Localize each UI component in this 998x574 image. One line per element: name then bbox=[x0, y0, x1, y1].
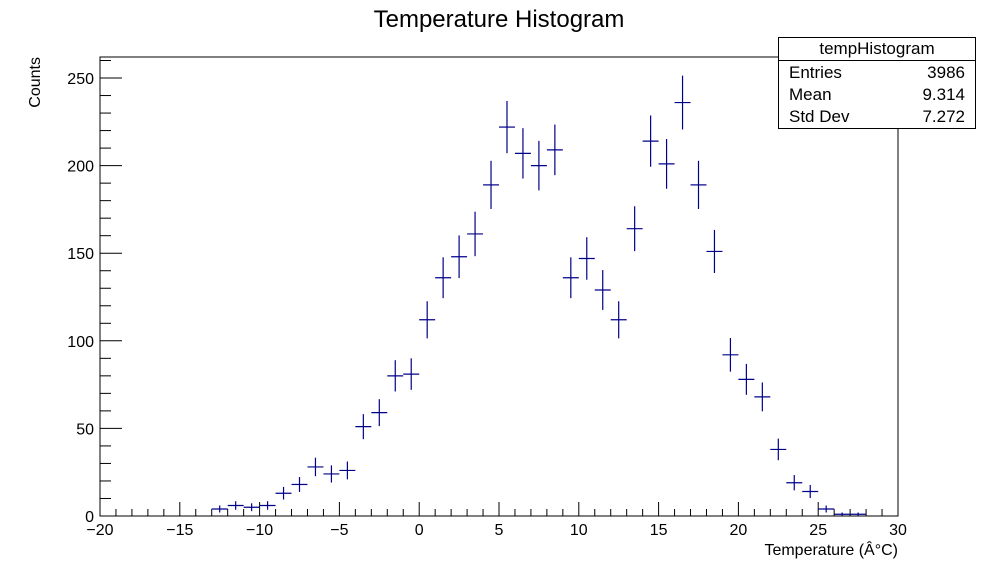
data-point bbox=[722, 338, 739, 372]
data-point bbox=[435, 257, 452, 299]
data-point bbox=[770, 438, 787, 461]
y-tick-label: 100 bbox=[67, 334, 94, 351]
data-point bbox=[419, 301, 436, 339]
data-point bbox=[786, 475, 803, 491]
data-point bbox=[610, 301, 627, 339]
data-point bbox=[706, 229, 723, 273]
data-point bbox=[259, 501, 276, 510]
y-tick-label: 0 bbox=[85, 509, 94, 526]
data-point bbox=[658, 139, 675, 189]
x-tick-label: 15 bbox=[650, 522, 668, 539]
data-point bbox=[834, 512, 851, 516]
x-tick-label: 0 bbox=[415, 522, 424, 539]
stats-row-stddev: Std Dev 7.272 bbox=[779, 105, 975, 127]
stats-value: 3986 bbox=[927, 63, 965, 82]
data-point bbox=[578, 237, 595, 280]
x-axis-label: Temperature (Â°C) bbox=[764, 540, 898, 559]
data-point bbox=[499, 100, 515, 154]
data-point bbox=[483, 160, 499, 209]
data-points bbox=[211, 75, 867, 516]
stats-box: tempHistogram Entries 3986 Mean 9.314 St… bbox=[778, 37, 976, 129]
y-axis: 0 50 100 150 200 250 bbox=[67, 60, 122, 526]
x-tick-label: 20 bbox=[730, 522, 748, 539]
data-point bbox=[562, 257, 579, 299]
x-tick-label: −20 bbox=[86, 522, 113, 539]
y-axis-label: Counts bbox=[27, 57, 44, 108]
data-point bbox=[818, 505, 835, 513]
data-point bbox=[738, 363, 755, 395]
data-point bbox=[754, 382, 771, 412]
data-point bbox=[403, 358, 420, 390]
stats-value: 7.272 bbox=[922, 107, 965, 126]
x-tick-label: 5 bbox=[495, 522, 504, 539]
stats-row-entries: Entries 3986 bbox=[779, 61, 975, 83]
stats-label: Entries bbox=[789, 63, 842, 82]
data-point bbox=[642, 115, 659, 167]
data-point bbox=[227, 501, 244, 510]
data-point bbox=[339, 461, 356, 480]
data-point bbox=[514, 128, 531, 179]
stats-row-mean: Mean 9.314 bbox=[779, 83, 975, 105]
stats-label: Mean bbox=[789, 85, 832, 104]
data-point bbox=[626, 206, 643, 252]
data-point bbox=[594, 270, 611, 310]
data-point bbox=[291, 477, 308, 492]
x-tick-label: 25 bbox=[809, 522, 827, 539]
data-point bbox=[243, 503, 260, 512]
data-point bbox=[323, 465, 340, 483]
data-point bbox=[451, 235, 468, 279]
data-point bbox=[467, 211, 484, 257]
stats-label: Std Dev bbox=[789, 107, 850, 126]
data-point bbox=[307, 457, 324, 477]
y-tick-label: 150 bbox=[67, 246, 94, 263]
x-axis: −20 −15 −10 −5 0 5 10 15 20 25 30 bbox=[86, 502, 907, 539]
data-point bbox=[674, 75, 691, 130]
stats-value: 9.314 bbox=[922, 85, 965, 104]
x-tick-label: 10 bbox=[570, 522, 588, 539]
data-point bbox=[850, 512, 867, 516]
chart-title: Temperature Histogram bbox=[374, 6, 625, 33]
stats-title: tempHistogram bbox=[779, 38, 975, 61]
data-point bbox=[530, 140, 547, 191]
data-point bbox=[387, 360, 404, 392]
data-point bbox=[546, 124, 563, 176]
data-point bbox=[355, 414, 372, 440]
data-point bbox=[690, 160, 707, 209]
x-tick-label: −5 bbox=[330, 522, 348, 539]
x-tick-label: −10 bbox=[246, 522, 273, 539]
x-tick-label: −15 bbox=[166, 522, 193, 539]
data-point bbox=[211, 505, 228, 513]
data-point bbox=[275, 486, 292, 500]
data-point bbox=[371, 399, 388, 427]
y-tick-label: 250 bbox=[67, 71, 94, 88]
x-tick-label: 30 bbox=[889, 522, 907, 539]
y-tick-label: 200 bbox=[67, 159, 94, 176]
y-tick-label: 50 bbox=[76, 421, 94, 438]
data-point bbox=[802, 484, 819, 499]
